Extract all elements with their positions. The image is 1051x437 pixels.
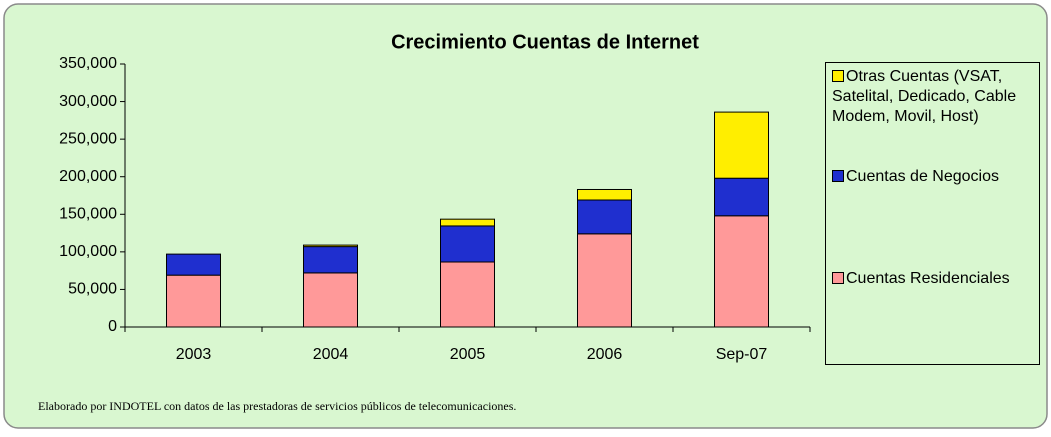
bar-segment xyxy=(440,261,495,328)
bar-segment xyxy=(714,177,769,217)
x-tick-label: 2004 xyxy=(313,346,349,363)
x-tick-label: 2006 xyxy=(587,346,623,363)
bar-segment xyxy=(577,199,632,235)
bar-segment xyxy=(577,233,632,328)
legend-label: Otras Cuentas (VSAT, Satelital, Dedicado… xyxy=(832,68,1017,125)
y-tick-label: 100,000 xyxy=(59,243,117,260)
bar-segment xyxy=(303,272,358,328)
x-tick-label: 2003 xyxy=(176,346,212,363)
bar-segment xyxy=(303,246,358,274)
bar-segment xyxy=(303,244,358,248)
legend: Otras Cuentas (VSAT, Satelital, Dedicado… xyxy=(825,62,1040,365)
legend-label: Cuentas Residenciales xyxy=(846,270,1010,287)
y-tick-label: 0 xyxy=(108,318,117,335)
y-tick-label: 50,000 xyxy=(68,281,117,298)
bar-segment xyxy=(166,253,221,276)
legend-label: Cuentas de Negocios xyxy=(846,168,999,185)
bar-segment xyxy=(440,218,495,227)
x-tick-label: Sep-07 xyxy=(716,346,768,363)
bar-segment xyxy=(166,274,221,328)
legend-swatch xyxy=(832,70,844,82)
chart-title: Crecimiento Cuentas de Internet xyxy=(391,31,699,53)
legend-entry: Cuentas Residenciales xyxy=(832,269,1037,289)
bar-segment xyxy=(714,215,769,328)
legend-swatch xyxy=(832,170,844,182)
bar-segment xyxy=(440,225,495,263)
y-tick-label: 200,000 xyxy=(59,168,117,185)
y-tick-label: 300,000 xyxy=(59,93,117,110)
bar-segment xyxy=(577,188,632,201)
y-tick-label: 150,000 xyxy=(59,206,117,223)
chart-background xyxy=(3,3,1048,429)
bar-segment xyxy=(714,111,769,179)
y-tick-label: 350,000 xyxy=(59,55,117,72)
legend-swatch xyxy=(832,272,844,284)
legend-entry: Cuentas de Negocios xyxy=(832,167,1037,187)
x-tick-label: 2005 xyxy=(450,346,486,363)
y-tick-label: 250,000 xyxy=(59,130,117,147)
footnote: Elaborado por INDOTEL con datos de las p… xyxy=(38,399,516,413)
legend-entry: Otras Cuentas (VSAT, Satelital, Dedicado… xyxy=(832,67,1037,127)
